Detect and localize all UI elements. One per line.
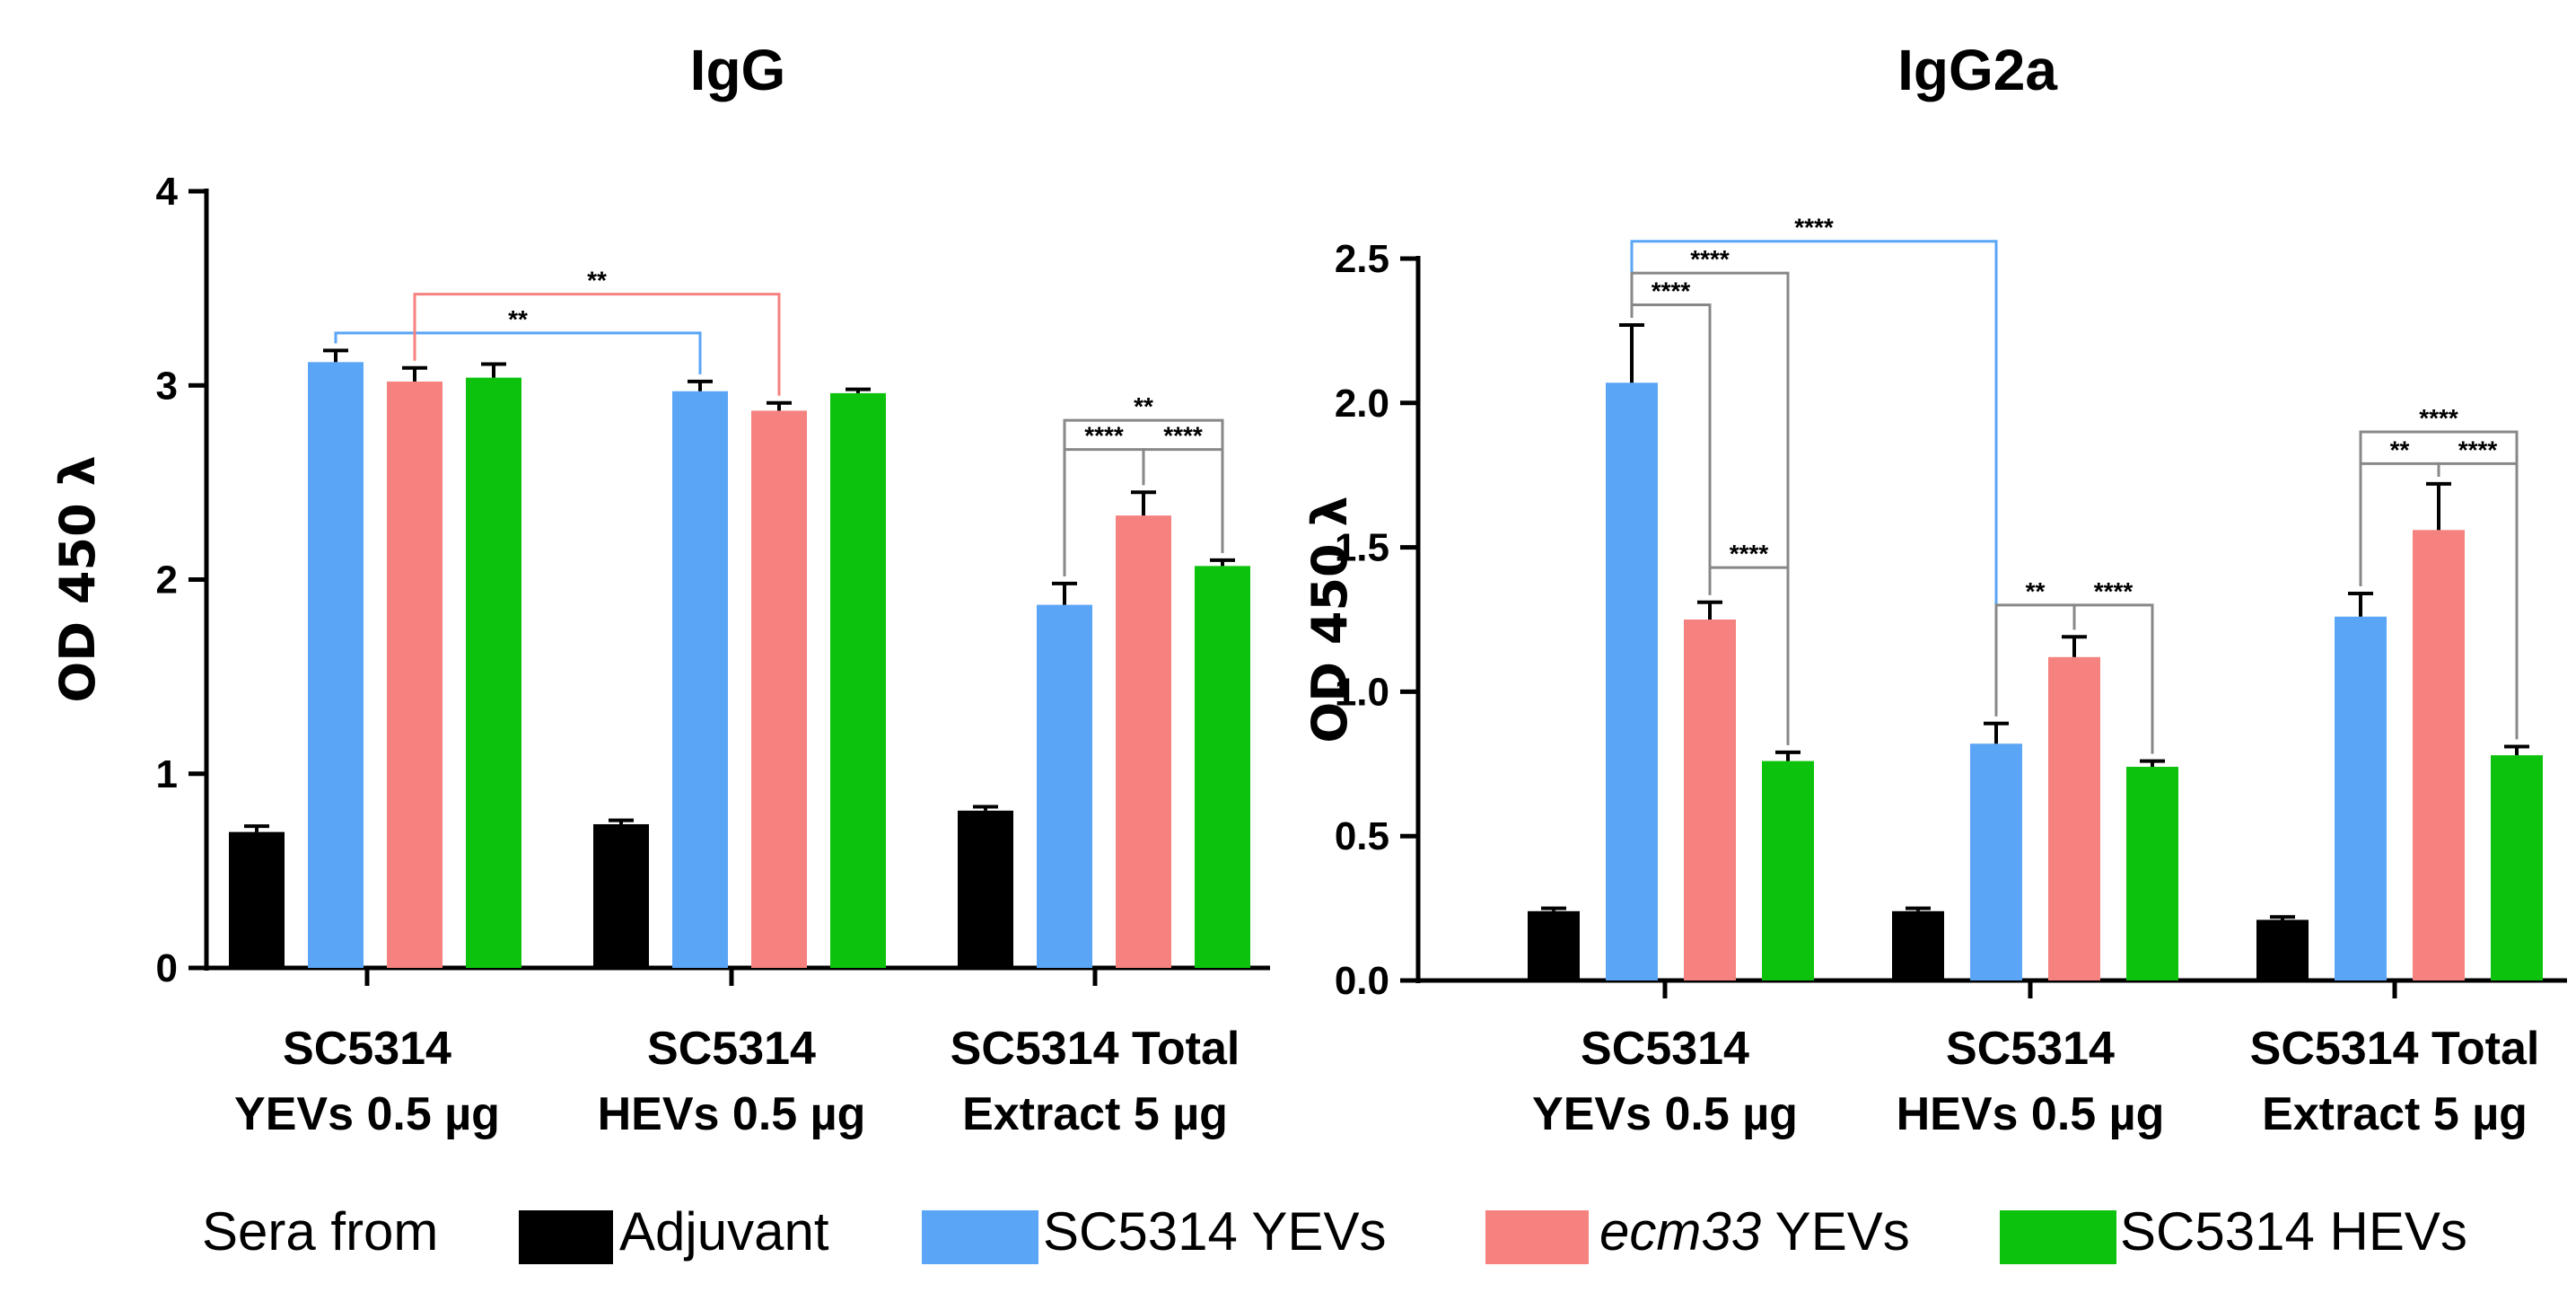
significance-label: **** [1794, 214, 1834, 242]
x-category-label: HEVs 0.5 µg [598, 1088, 866, 1140]
bar [1037, 604, 1092, 968]
significance-bracket [413, 293, 781, 396]
significance-bracket [1063, 418, 1224, 576]
y-tick-label: 0.0 [1335, 959, 1389, 1003]
y-tick-label: 1.5 [1335, 526, 1389, 570]
legend-swatch-sc5314-yevs [922, 1210, 1038, 1264]
significance-bracket [2072, 603, 2154, 754]
x-category-label: YEVs 0.5 µg [234, 1088, 500, 1140]
y-tick-label: 1 [156, 752, 178, 796]
x-category-label: SC5314 Total [951, 1023, 1240, 1075]
chart-title: IgG [690, 38, 786, 102]
y-axis-label: OD 450 λ [1301, 496, 1358, 743]
x-category-label: SC5314 [1946, 1023, 2115, 1075]
bar [466, 377, 521, 969]
y-tick-label: 2.5 [1335, 237, 1389, 281]
significance-label: ** [1134, 392, 1153, 420]
significance-bracket [1630, 303, 1712, 595]
legend-swatch-adjuvant [519, 1210, 613, 1264]
x-category-label: HEVs 0.5 µg [1897, 1088, 2165, 1140]
x-category-label: Extract 5 µg [962, 1088, 1228, 1140]
igg-chart: IgG OD 450 λ 0 1 2 3 4 SC5314 YEVs 0.5 µg SC5314 H… [49, 38, 1270, 1140]
legend-prefix: Sera from [202, 1201, 438, 1262]
bar [1762, 761, 1814, 980]
bar [751, 410, 807, 968]
y-tick-label: 0.5 [1335, 814, 1389, 858]
bar [1684, 620, 1736, 980]
bar [2126, 767, 2178, 980]
x-category-label: SC5314 [647, 1023, 816, 1075]
x-category-label: SC5314 Total [2250, 1023, 2540, 1075]
bar [1606, 382, 1658, 981]
bar [593, 823, 649, 968]
x-category-label: SC5314 [283, 1023, 451, 1075]
x-category-label: SC5314 [1581, 1023, 1749, 1075]
x-category-label: YEVs 0.5 µg [1532, 1088, 1798, 1140]
x-category-label: Extract 5 µg [2262, 1088, 2528, 1140]
legend-label-ecm33-yevs: ecm33 YEVs [1599, 1201, 1910, 1262]
bar [387, 381, 442, 968]
significance-label: **** [1730, 540, 1769, 567]
significance-bracket [1630, 271, 1790, 745]
significance-label: **** [1163, 422, 1203, 450]
significance-bracket [2359, 430, 2519, 740]
y-tick-label: 2.0 [1335, 382, 1389, 426]
significance-label: **** [1690, 245, 1730, 273]
y-tick-label: 3 [156, 364, 178, 408]
significance-label: ** [508, 305, 528, 333]
legend: Sera from Adjuvant SC5314 YEVs ecm33 YEV… [202, 1201, 2467, 1264]
significance-label: **** [2458, 435, 2498, 463]
y-axis-label: OD 450 λ [49, 455, 106, 702]
bar [1116, 515, 1171, 968]
significance-bracket [334, 331, 702, 374]
bar [229, 831, 285, 968]
bar [2491, 755, 2543, 980]
significance-bracket [1708, 566, 1790, 745]
bar [830, 392, 886, 968]
bar [958, 810, 1013, 968]
y-tick-label: 2 [156, 558, 178, 602]
significance-label: ** [2390, 435, 2410, 463]
significance-label: ** [587, 267, 607, 295]
igg2a-chart: IgG2a OD 450 λ 0.0 0.5 1.0 1.5 2.0 2.5 SC5314 YEV… [1301, 38, 2567, 1140]
significance-label: **** [2419, 404, 2458, 432]
significance-label: ** [2026, 577, 2046, 605]
legend-label-ecm33-italic: ecm33 [1599, 1201, 1761, 1262]
significance-label: **** [2094, 577, 2134, 605]
legend-label-ecm33-rest: YEVs [1761, 1201, 1910, 1262]
bar [1970, 743, 2022, 980]
bar [1195, 566, 1250, 968]
legend-swatch-sc5314-hevs [2000, 1210, 2116, 1264]
y-tick-label: 0 [156, 946, 178, 990]
significance-label: **** [1652, 277, 1691, 304]
bar [1528, 910, 1580, 980]
bar [1892, 910, 1944, 980]
legend-label-sc5314-yevs: SC5314 YEVs [1043, 1201, 1386, 1262]
bar [2335, 616, 2387, 980]
legend-label-adjuvant: Adjuvant [619, 1201, 829, 1262]
bar [672, 391, 728, 968]
y-tick-label: 1.0 [1335, 670, 1389, 714]
legend-label-sc5314-hevs: SC5314 HEVs [2120, 1201, 2467, 1262]
chart-title: IgG2a [1897, 38, 2057, 102]
bar [2048, 656, 2100, 980]
bar [2413, 530, 2465, 980]
bar [2256, 919, 2309, 980]
bar [308, 362, 364, 968]
legend-swatch-ecm33-yevs [1485, 1210, 1589, 1264]
y-tick-label: 4 [156, 170, 179, 214]
significance-label: **** [1084, 422, 1124, 450]
